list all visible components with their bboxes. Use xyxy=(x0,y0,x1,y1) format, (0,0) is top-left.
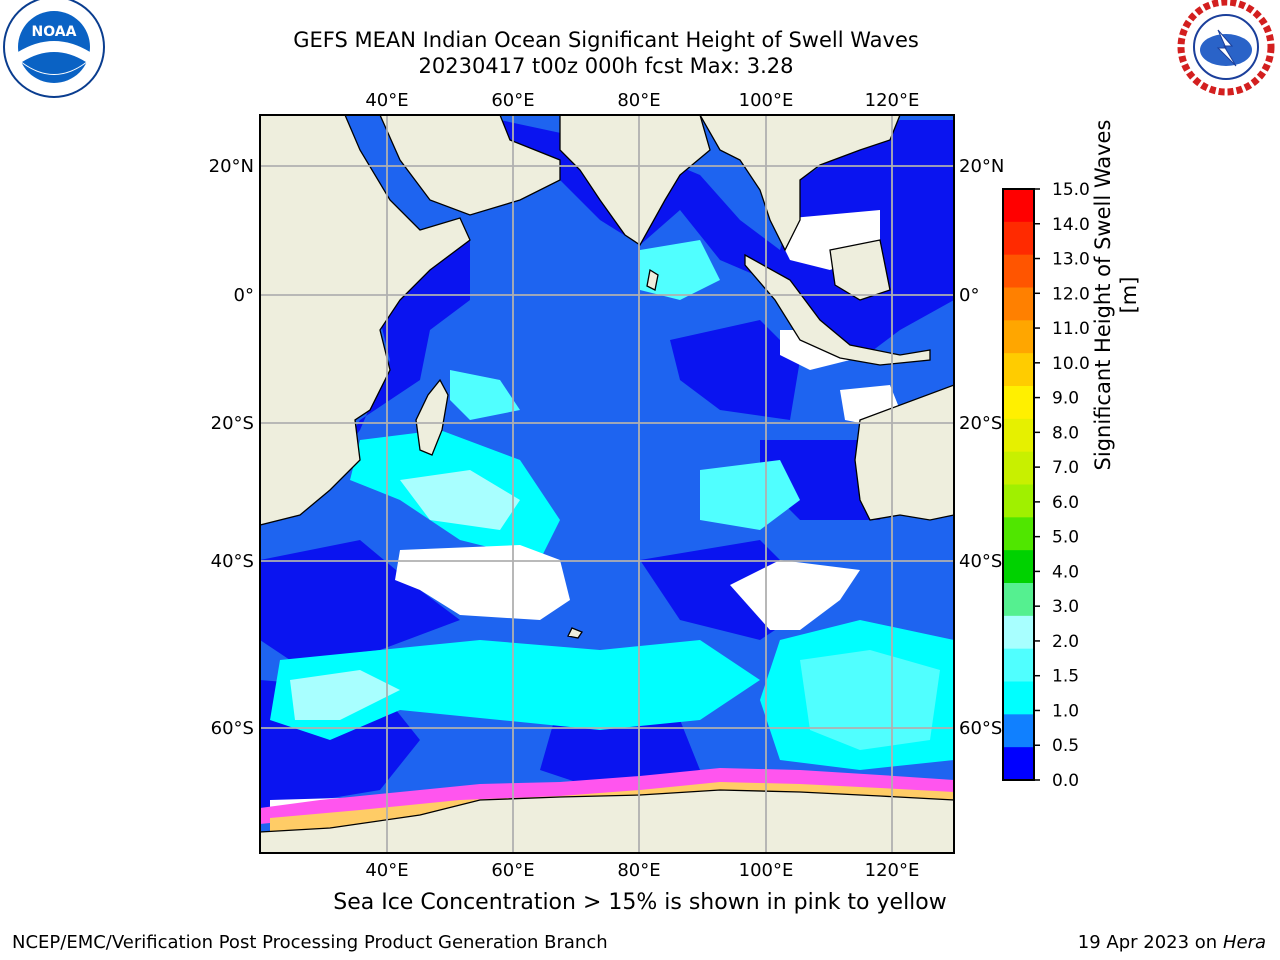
colorbar-tick-label: 0.0 xyxy=(1052,771,1079,791)
lat-label: 40°S xyxy=(959,551,1002,572)
colorbar-tick-label: 1.0 xyxy=(1052,701,1079,721)
colorbar-segment xyxy=(1003,550,1034,584)
chart-subtitle: 20230417 t00z 000h fcst Max: 3.28 xyxy=(418,54,794,78)
lon-label: 100°E xyxy=(739,860,794,881)
footer-machine: Hera xyxy=(1222,932,1266,953)
lat-label: 20°S xyxy=(211,413,254,434)
swell-high-regions xyxy=(270,240,954,770)
colorbar-tick-label: 10.0 xyxy=(1052,354,1090,374)
colorbar-tick-label: 6.0 xyxy=(1052,493,1079,513)
colorbar-tick-label: 0.5 xyxy=(1052,736,1079,756)
lat-labels-right: 20°N 0° 20°S 40°S 60°S xyxy=(959,156,1004,739)
lon-label: 40°E xyxy=(365,90,408,111)
lon-label: 40°E xyxy=(365,860,408,881)
lon-label: 80°E xyxy=(617,90,660,111)
sea-ice-caption: Sea Ice Concentration > 15% is shown in … xyxy=(333,890,947,915)
noaa-logo-icon: NOAA xyxy=(3,0,105,98)
colorbar-tick-label: 1.5 xyxy=(1052,667,1079,687)
lon-label: 120°E xyxy=(865,860,920,881)
lon-labels-bottom: 40°E 60°E 80°E 100°E 120°E xyxy=(365,860,919,881)
lat-label: 0° xyxy=(959,285,979,306)
colorbar-segment xyxy=(1003,254,1034,288)
colorbar-segment xyxy=(1003,353,1034,387)
colorbar-tick-label: 13.0 xyxy=(1052,250,1090,270)
colorbar-segment xyxy=(1003,583,1034,617)
colorbar-border xyxy=(1002,188,1035,781)
lat-label: 60°S xyxy=(959,718,1002,739)
lat-labels-left: 20°N 0° 20°S 40°S 60°S xyxy=(209,156,254,739)
colorbar-segment xyxy=(1003,418,1034,453)
colorbar-tick-label: 4.0 xyxy=(1052,562,1079,582)
colorbar-segment xyxy=(1003,287,1034,321)
colorbar-tick-label: 15.0 xyxy=(1052,180,1090,200)
lat-label: 40°S xyxy=(211,551,254,572)
footer-date: 19 Apr 2023 on Hera xyxy=(1078,932,1266,953)
colorbar-tick-label: 14.0 xyxy=(1052,215,1090,235)
colorbar-segment xyxy=(1003,747,1034,781)
footer-date-text: 19 Apr 2023 on xyxy=(1077,932,1218,953)
map-area xyxy=(259,114,955,854)
colorbar-tick-label: 8.0 xyxy=(1052,423,1079,443)
colorbar-segment xyxy=(1003,714,1034,748)
noaa-logo-text: NOAA xyxy=(32,24,77,40)
colorbar-segment xyxy=(1003,221,1034,256)
lat-label: 60°S xyxy=(211,718,254,739)
colorbar-segment xyxy=(1003,451,1034,485)
colorbar-segment xyxy=(1003,517,1034,551)
lon-label: 80°E xyxy=(617,860,660,881)
lon-label: 60°E xyxy=(491,90,534,111)
colorbar-segment xyxy=(1003,189,1034,223)
chart-title: GEFS MEAN Indian Ocean Significant Heigh… xyxy=(293,28,919,52)
footer-credit: NCEP/EMC/Verification Post Processing Pr… xyxy=(12,932,608,953)
lon-label: 60°E xyxy=(491,860,534,881)
colorbar-segment xyxy=(1003,681,1034,715)
lat-label: 20°N xyxy=(209,156,254,177)
colorbar-segment xyxy=(1003,615,1034,650)
lon-labels-top: 40°E 60°E 80°E 100°E 120°E xyxy=(365,90,919,111)
colorbar-tick-label: 3.0 xyxy=(1052,597,1079,617)
colorbar: 15.0 14.0 13.0 12.0 11.0 10.0 9.0 8.0 7.0 6.0 5.0 4… xyxy=(1002,180,1090,791)
colorbar-segment xyxy=(1003,484,1034,518)
map-border xyxy=(259,114,955,854)
lat-label: 20°N xyxy=(959,156,1004,177)
graticule xyxy=(260,115,954,853)
colorbar-tick-label: 11.0 xyxy=(1052,319,1090,339)
sea-ice-edge xyxy=(260,768,954,824)
colorbar-tick-label: 12.0 xyxy=(1052,284,1090,304)
colorbar-segment xyxy=(1003,386,1034,420)
colorbar-tick-label: 7.0 xyxy=(1052,458,1079,478)
colorbar-label: Significant Height of Swell Waves [m] xyxy=(1091,119,1141,471)
nws-logo-icon xyxy=(1177,0,1275,96)
lon-label: 120°E xyxy=(865,90,920,111)
lat-label: 0° xyxy=(234,285,254,306)
lon-label: 100°E xyxy=(739,90,794,111)
colorbar-segment xyxy=(1003,648,1034,682)
colorbar-tick-label: 2.0 xyxy=(1052,632,1079,652)
colorbar-segment xyxy=(1003,320,1034,354)
colorbar-tick-label: 9.0 xyxy=(1052,389,1079,409)
colorbar-tick-label: 5.0 xyxy=(1052,528,1079,548)
lat-label: 20°S xyxy=(959,413,1002,434)
